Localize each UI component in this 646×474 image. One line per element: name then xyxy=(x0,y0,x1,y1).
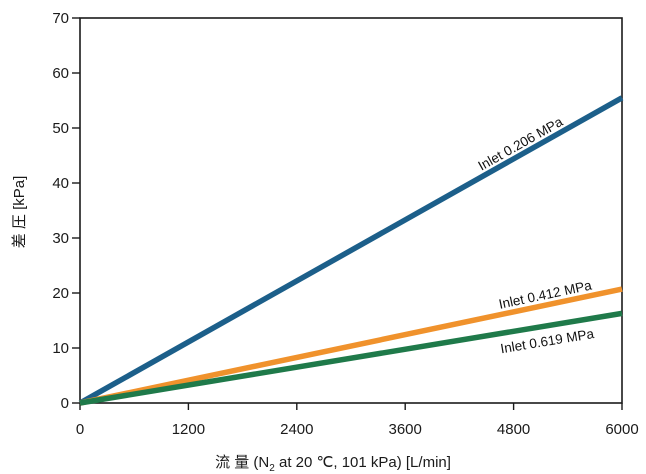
y-tick-label: 30 xyxy=(52,230,69,247)
x-axis-title-prefix: 流 量 (N xyxy=(215,454,269,471)
x-tick-label: 3600 xyxy=(389,421,422,438)
series-line-inlet-0412 xyxy=(79,286,623,406)
x-tick-label: 6000 xyxy=(605,421,638,438)
y-tick-label: 50 xyxy=(52,120,69,137)
series-lines xyxy=(78,95,624,406)
y-axis-title: 差 圧 [kPa] xyxy=(11,176,28,249)
y-tick-label: 40 xyxy=(52,175,69,192)
y-tick-label: 20 xyxy=(52,285,69,302)
x-axis-title: 流 量 (N2 at 20 ℃, 101 kPa) [L/min] xyxy=(215,454,451,474)
x-axis-title-subscript: 2 xyxy=(269,463,275,474)
y-axis-ticks: 0 10 20 30 40 50 60 70 xyxy=(52,10,80,412)
series-line-inlet-0619 xyxy=(79,310,623,406)
x-axis-title-suffix: at 20 ℃, 101 kPa) [L/min] xyxy=(275,454,451,471)
x-tick-label: 2400 xyxy=(280,421,313,438)
x-axis-ticks: 0 1200 2400 3600 4800 6000 xyxy=(76,403,639,438)
x-tick-label: 0 xyxy=(76,421,84,438)
x-tick-label: 4800 xyxy=(497,421,530,438)
y-tick-label: 60 xyxy=(52,65,69,82)
series-label-inlet-0206: Inlet 0.206 MPa xyxy=(476,114,566,174)
y-tick-label: 0 xyxy=(61,395,69,412)
x-tick-label: 1200 xyxy=(172,421,205,438)
series-line-inlet-0206 xyxy=(78,95,624,406)
plot-frame xyxy=(79,17,623,404)
y-tick-label: 10 xyxy=(52,340,69,357)
y-tick-label: 70 xyxy=(52,10,69,27)
